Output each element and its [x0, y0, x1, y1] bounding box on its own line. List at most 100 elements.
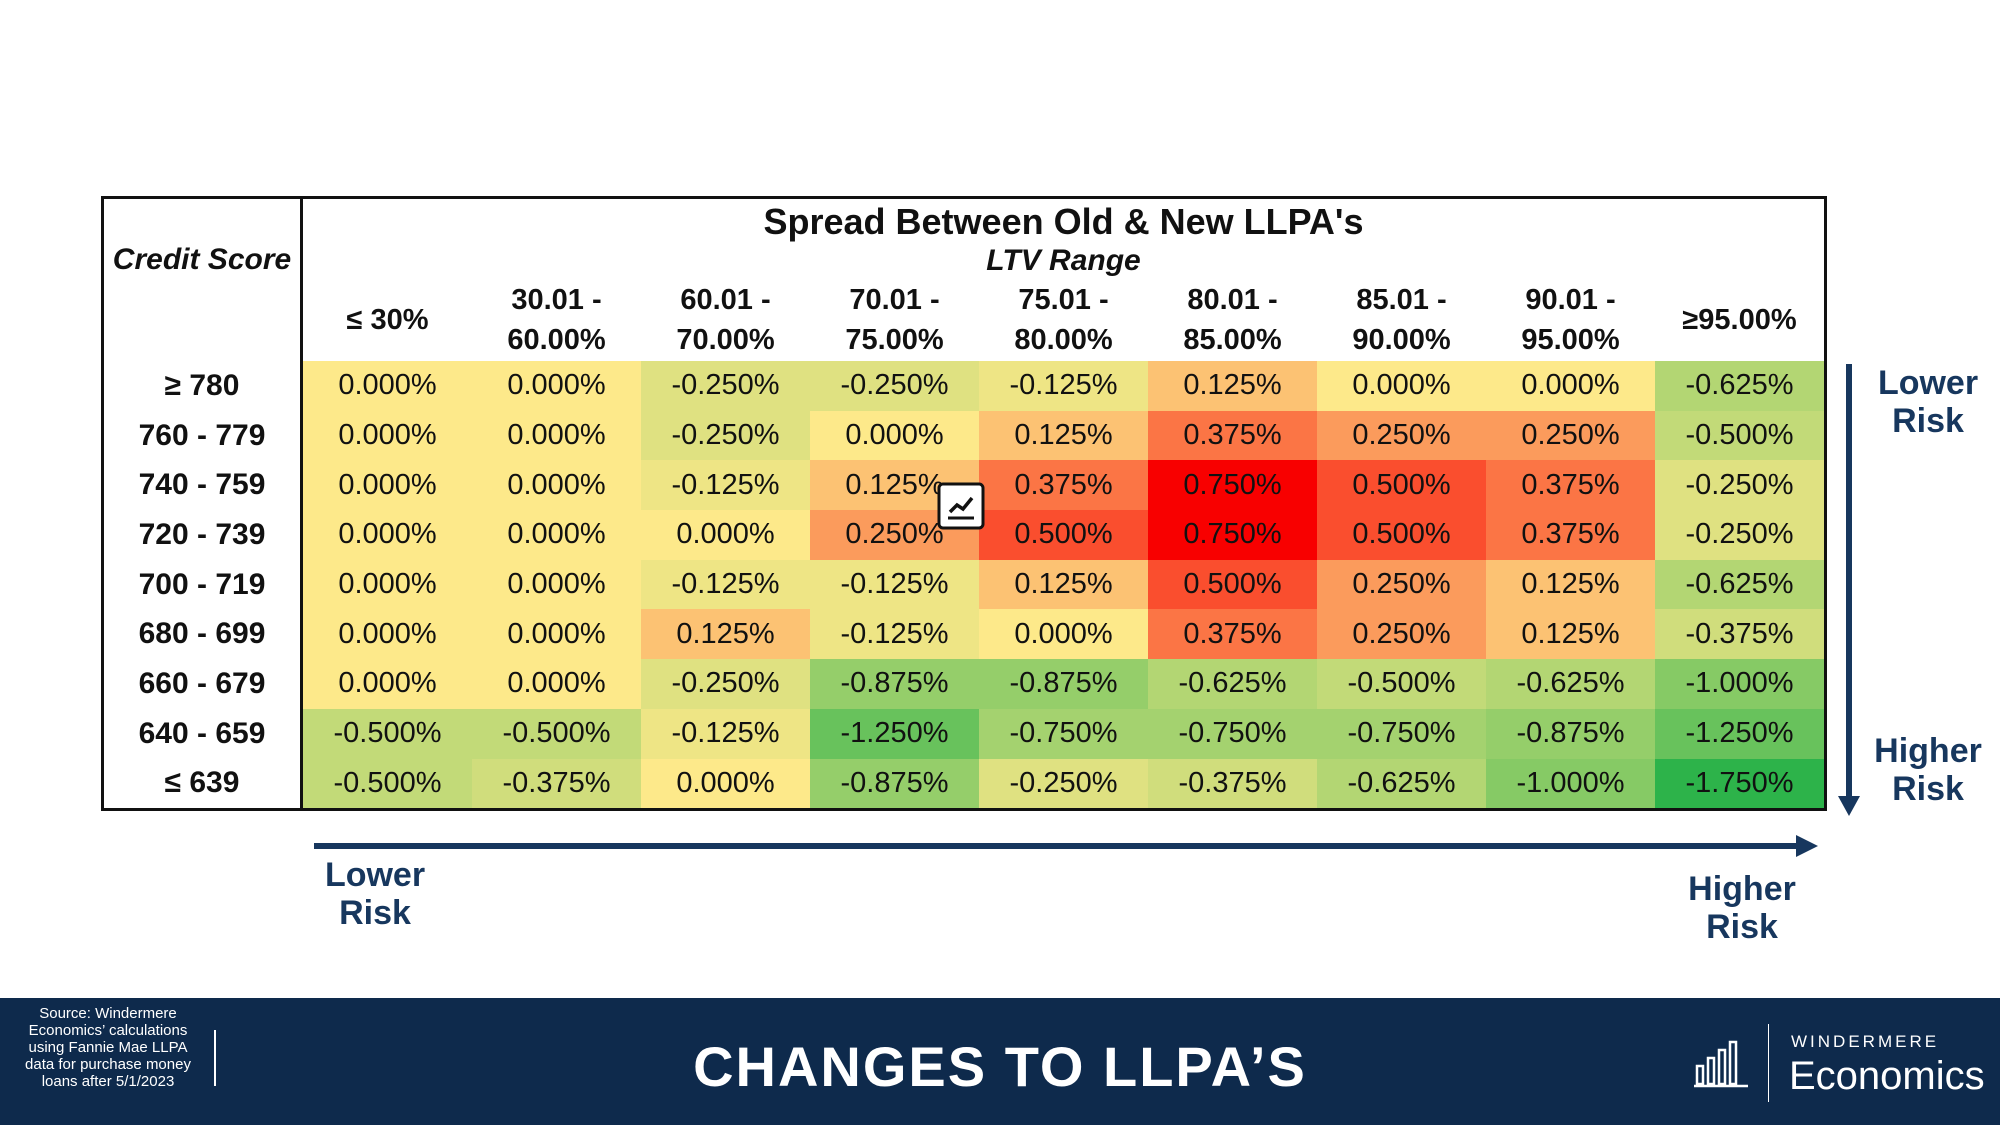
heatmap-cell: -0.625% — [1486, 659, 1655, 709]
slide-title: CHANGES TO LLPA’S — [693, 1035, 1307, 1098]
ltv-column-header: 90.01 - 95.00% — [1521, 284, 1620, 356]
heatmap-cell: 0.125% — [1486, 609, 1655, 660]
heatmap-cell: -0.125% — [810, 609, 979, 660]
heatmap-cell: -1.750% — [1655, 758, 1826, 810]
heatmap-cell: 0.000% — [641, 758, 810, 810]
heatmap-cell: 0.125% — [979, 410, 1148, 461]
heatmap-cell: -0.375% — [1148, 758, 1317, 810]
table-row: ≥ 780 0.000% 0.000% -0.250% -0.250% -0.125% 0.… — [102, 361, 1826, 411]
credit-score-row-label: 740 - 759 — [102, 460, 303, 511]
heatmap-cell: 0.250% — [1317, 410, 1486, 461]
heatmap-cell: 0.000% — [472, 361, 641, 411]
table-row: 660 - 679 0.000% 0.000% -0.250% -0.875% -0.87… — [102, 659, 1826, 709]
heatmap-cell: -1.000% — [1655, 659, 1826, 709]
heatmap-cell: 0.375% — [1148, 410, 1317, 461]
heatmap-cell: -0.875% — [979, 659, 1148, 709]
heatmap-cell: -0.250% — [1655, 460, 1826, 511]
heatmap-cell: 0.000% — [472, 609, 641, 660]
heatmap-cell: -0.875% — [810, 758, 979, 810]
heatmap-cell: 0.000% — [301, 659, 472, 709]
heatmap-cell: -0.500% — [1655, 410, 1826, 461]
heatmap-cell: 0.500% — [979, 510, 1148, 560]
source-note: Source: Windermere Economics’ calculatio… — [25, 1005, 191, 1090]
heatmap-cell: 0.000% — [301, 361, 472, 411]
footer-divider-right — [1768, 1024, 1769, 1102]
credit-score-row-label: 640 - 659 — [102, 708, 303, 759]
table-title-row: Credit Score Spread Between Old & New LL… — [102, 197, 1826, 361]
heatmap-cell: 0.000% — [472, 659, 641, 709]
heatmap-cell: 0.000% — [472, 559, 641, 610]
heatmap-cell: 0.000% — [810, 410, 979, 461]
llpa-spread-table: Credit Score Spread Between Old & New LL… — [101, 196, 1827, 812]
heatmap-cell: 0.000% — [641, 510, 810, 560]
credit-score-row-label: 660 - 679 — [102, 659, 303, 709]
heatmap-cell: -0.125% — [979, 361, 1148, 411]
chart-subtitle: LTV Range — [986, 244, 1141, 277]
heatmap-cell: -0.500% — [301, 708, 472, 759]
heatmap-cell: 0.000% — [472, 410, 641, 461]
heatmap-cell: 0.500% — [1148, 559, 1317, 610]
heatmap-cell: 0.000% — [301, 460, 472, 511]
right-higher-risk-label: Higher Risk — [1874, 732, 1982, 808]
heatmap-cell: 0.000% — [472, 460, 641, 511]
heatmap-cell: -0.625% — [1655, 361, 1826, 411]
heatmap-cell: -0.625% — [1148, 659, 1317, 709]
heatmap-cell: 0.250% — [1317, 609, 1486, 660]
table-body: ≥ 780 0.000% 0.000% -0.250% -0.250% -0.125% 0.… — [102, 361, 1826, 810]
heatmap-cell: -0.750% — [1148, 708, 1317, 759]
heatmap-cell: 0.750% — [1148, 510, 1317, 560]
heatmap-cell: -0.375% — [1655, 609, 1826, 660]
ltv-column-header: ≤ 30% — [346, 304, 429, 336]
table-row: 760 - 779 0.000% 0.000% -0.250% 0.000% 0.125%… — [102, 410, 1826, 461]
table-row: 640 - 659 -0.500% -0.500% -0.125% -1.250% -0.… — [102, 708, 1826, 759]
heatmap-cell: -0.875% — [810, 659, 979, 709]
heatmap-cell: -0.250% — [979, 758, 1148, 810]
table-row: ≤ 639 -0.500% -0.375% 0.000% -0.875% -0.250% -… — [102, 758, 1826, 810]
ltv-column-header: 60.01 - 70.00% — [676, 284, 775, 356]
heatmap-cell: -0.625% — [1317, 758, 1486, 810]
ltv-column-header: 80.01 - 85.00% — [1183, 284, 1282, 356]
ltv-header-row: ≤ 30% 30.01 - 60.00% 60.01 - 70.00% 70.01 -… — [103, 279, 1826, 361]
heatmap-cell: -0.125% — [641, 460, 810, 511]
credit-score-row-label: 700 - 719 — [102, 559, 303, 610]
footer-divider-left — [214, 1030, 216, 1086]
heatmap-cell: -0.250% — [810, 361, 979, 411]
horizontal-risk-arrow — [314, 835, 1818, 857]
heatmap-cell: -0.250% — [1655, 510, 1826, 560]
heatmap-cell: 0.375% — [1486, 510, 1655, 560]
ltv-column-header: 70.01 - 75.00% — [845, 284, 944, 356]
heatmap-cell: -0.500% — [472, 708, 641, 759]
table-row: 680 - 699 0.000% 0.000% 0.125% -0.125% 0.000%… — [102, 609, 1826, 660]
heatmap-cell: 0.375% — [1148, 609, 1317, 660]
heatmap-cell: -1.250% — [810, 708, 979, 759]
brand-name-bottom: Economics — [1789, 1054, 1985, 1098]
vertical-risk-arrow — [1838, 364, 1860, 816]
heatmap-cell: -0.125% — [641, 708, 810, 759]
heatmap-cell: -0.625% — [1655, 559, 1826, 610]
heatmap-cell: -0.500% — [1317, 659, 1486, 709]
heatmap-cell: -0.250% — [641, 361, 810, 411]
heatmap-cell: -0.750% — [1317, 708, 1486, 759]
credit-score-row-label: ≥ 780 — [102, 361, 303, 411]
chart-cursor-icon[interactable] — [937, 482, 985, 530]
credit-score-row-label: 760 - 779 — [102, 410, 303, 461]
heatmap-cell: 0.000% — [1317, 361, 1486, 411]
ltv-column-header: 75.01 - 80.00% — [1014, 284, 1113, 356]
brand-name-top: WINDERMERE — [1791, 1032, 1940, 1051]
heatmap-cell: 0.000% — [301, 559, 472, 610]
credit-score-label: Credit Score — [112, 243, 292, 276]
heatmap-cell: 0.000% — [301, 609, 472, 660]
heatmap-cell: -0.875% — [1486, 708, 1655, 759]
table-row: 700 - 719 0.000% 0.000% -0.125% -0.125% 0.125… — [102, 559, 1826, 610]
heatmap-cell: 0.125% — [979, 559, 1148, 610]
chart-title: Spread Between Old & New LLPA's — [763, 201, 1364, 242]
heatmap-cell: 0.000% — [1486, 361, 1655, 411]
credit-score-row-label: 680 - 699 — [102, 609, 303, 660]
bar-chart-logo-icon — [1694, 1040, 1748, 1088]
credit-score-row-label: ≤ 639 — [102, 758, 303, 810]
heatmap-cell: -0.250% — [641, 410, 810, 461]
right-lower-risk-label: Lower Risk — [1877, 364, 1979, 440]
heatmap-cell: 0.000% — [301, 410, 472, 461]
credit-score-row-label: 720 - 739 — [102, 510, 303, 560]
